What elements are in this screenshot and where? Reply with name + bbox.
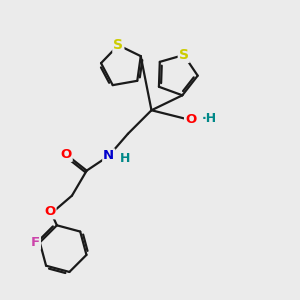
Text: O: O (185, 112, 196, 126)
Text: F: F (31, 236, 40, 249)
Text: S: S (179, 48, 189, 62)
Text: N: N (103, 149, 114, 162)
Text: O: O (44, 205, 56, 218)
Text: O: O (61, 148, 72, 161)
Text: H: H (120, 152, 130, 165)
Text: S: S (113, 38, 123, 52)
Text: ·H: ·H (202, 112, 217, 125)
